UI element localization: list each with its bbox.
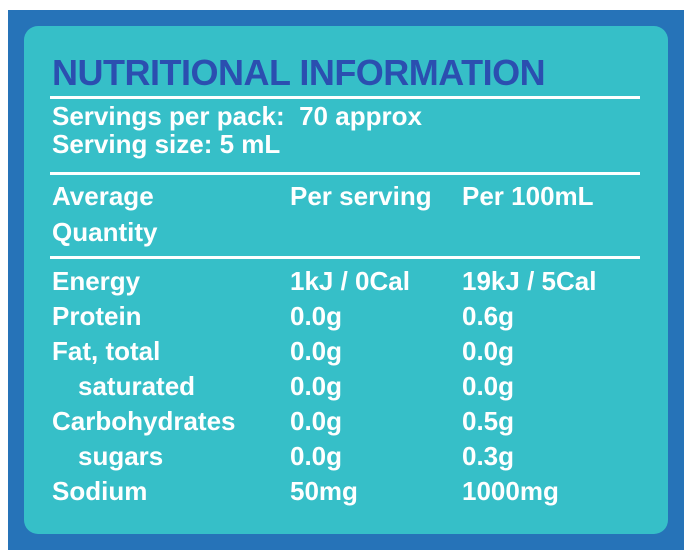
header-cell: Per 100mL [462, 181, 594, 211]
table-body: Energy 1kJ / 0Cal 19kJ / 5Cal Protein 0.0g 0.… [52, 264, 642, 509]
rule [50, 172, 640, 175]
table-row: Sodium 50mg 1000mg [52, 474, 642, 509]
table-cell: saturated [78, 371, 196, 401]
table-row: saturated 0.0g 0.0g [52, 369, 642, 404]
table-row: Protein 0.0g 0.6g [52, 299, 642, 334]
table-cell: 50mg [290, 476, 358, 506]
table-cell: 1000mg [462, 476, 559, 506]
table-row: Energy 1kJ / 0Cal 19kJ / 5Cal [52, 264, 642, 299]
table-cell: 0.0g [290, 406, 343, 436]
table-cell: Energy [52, 266, 141, 296]
rule [50, 256, 640, 259]
panel: NUTRITIONAL INFORMATION Servings per pac… [24, 26, 668, 534]
title: NUTRITIONAL INFORMATION [52, 52, 546, 93]
table-cell: 0.0g [290, 336, 343, 366]
table-cell: Protein [52, 301, 142, 331]
table-cell: 0.0g [290, 371, 343, 401]
servings-line: Serving size: 5 mL [52, 129, 281, 159]
table-row: Carbohydrates 0.0g 0.5g [52, 404, 642, 439]
table-cell: 0.6g [462, 301, 515, 331]
rule [50, 96, 640, 99]
table-row: sugars 0.0g 0.3g [52, 439, 642, 474]
header-cell: Per serving [290, 181, 432, 211]
table-cell: 0.3g [462, 441, 515, 471]
table-row: Fat, total 0.0g 0.0g [52, 334, 642, 369]
table-cell: 0.0g [290, 301, 343, 331]
table-cell: Sodium [52, 476, 148, 506]
table-cell: Fat, total [52, 336, 161, 366]
table-cell: 1kJ / 0Cal [290, 266, 410, 296]
table-cell: 19kJ / 5Cal [462, 266, 597, 296]
panel-border: NUTRITIONAL INFORMATION Servings per pac… [8, 10, 684, 550]
table-cell: 0.0g [462, 336, 515, 366]
servings: Servings per pack: 70 approx Serving siz… [52, 102, 422, 158]
table-cell: 0.0g [462, 371, 515, 401]
table-cell: 0.0g [290, 441, 343, 471]
table-cell: sugars [78, 441, 164, 471]
servings-line: Servings per pack: 70 approx [52, 101, 422, 131]
table-cell: Carbohydrates [52, 406, 236, 436]
table-cell: 0.5g [462, 406, 515, 436]
header-cell: Average Quantity [52, 181, 158, 247]
